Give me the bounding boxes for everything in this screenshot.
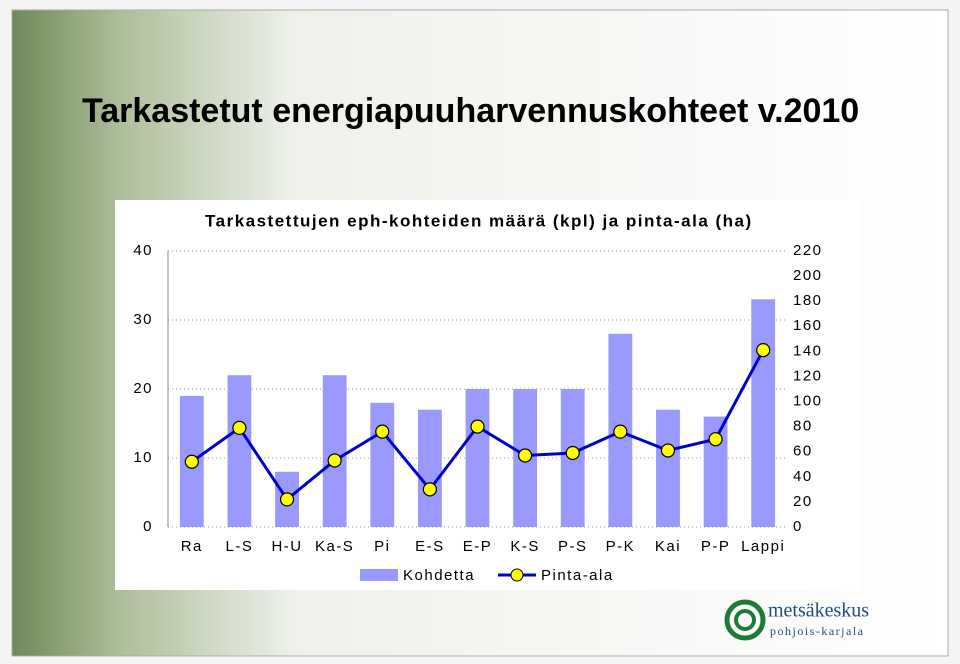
bar bbox=[322, 375, 347, 527]
x-tick-label: Kai bbox=[655, 538, 681, 555]
x-tick-label: P-S bbox=[558, 538, 588, 555]
marker bbox=[708, 432, 723, 447]
marker bbox=[470, 419, 485, 434]
logo: metsäkeskus pohjois-karjala bbox=[724, 599, 869, 641]
y2-tick-label: 100 bbox=[793, 393, 823, 410]
x-tick-label: K-S bbox=[510, 538, 540, 555]
legend-label: Kohdetta bbox=[403, 567, 475, 584]
marker bbox=[565, 445, 580, 461]
marker bbox=[422, 482, 437, 497]
y2-tick-label: 20 bbox=[793, 493, 813, 510]
marker bbox=[327, 453, 342, 468]
y2-tick-label: 200 bbox=[793, 267, 823, 284]
x-tick-label: E-P bbox=[463, 538, 493, 555]
y2-tick-label: 160 bbox=[793, 317, 823, 334]
y-tick-label: 20 bbox=[133, 380, 153, 397]
x-tick-label: E-S bbox=[415, 538, 445, 555]
x-tick-label: Pi bbox=[374, 538, 390, 555]
marker bbox=[613, 424, 628, 439]
y-tick-label: 0 bbox=[143, 518, 153, 535]
logo-ring bbox=[724, 599, 766, 641]
bar bbox=[656, 409, 680, 527]
y-tick-label: 30 bbox=[133, 311, 153, 328]
y2-tick-label: 80 bbox=[793, 418, 813, 435]
marker bbox=[375, 424, 390, 439]
x-tick-label: Lappi bbox=[741, 538, 785, 555]
y-tick-label: 10 bbox=[133, 449, 153, 466]
legend-label: Pinta-ala bbox=[541, 567, 614, 584]
x-tick-label: P-K bbox=[606, 538, 636, 555]
slide-title: Tarkastetut energiapuuharvennuskohteet v… bbox=[82, 92, 859, 130]
y2-tick-label: 60 bbox=[793, 443, 813, 460]
legend-swatch bbox=[510, 568, 524, 582]
x-tick-label: H-U bbox=[271, 538, 302, 555]
marker bbox=[184, 454, 199, 469]
marker bbox=[279, 492, 295, 507]
bar bbox=[417, 409, 442, 527]
marker bbox=[232, 420, 247, 435]
y2-tick-label: 180 bbox=[793, 292, 823, 309]
chart-title: Tarkastettujen eph-kohteiden määrä (kpl)… bbox=[205, 211, 753, 230]
bar bbox=[227, 375, 252, 527]
bar bbox=[465, 389, 490, 527]
logo-name: metsäkeskus bbox=[768, 600, 869, 622]
bar bbox=[751, 299, 776, 527]
y2-tick-label: 120 bbox=[793, 367, 823, 384]
legend-swatch bbox=[360, 569, 398, 581]
logo-ring bbox=[734, 609, 756, 631]
x-tick-label: Ka-S bbox=[315, 538, 354, 555]
marker bbox=[756, 343, 771, 358]
y2-tick-label: 220 bbox=[793, 242, 823, 259]
y2-tick-label: 40 bbox=[793, 468, 813, 485]
x-tick-label: P-P bbox=[701, 538, 731, 555]
marker bbox=[660, 443, 676, 458]
y-tick-label: 40 bbox=[133, 242, 153, 259]
x-tick-label: L-S bbox=[226, 538, 254, 555]
y2-tick-label: 0 bbox=[793, 518, 803, 535]
bar bbox=[370, 402, 395, 527]
x-tick-label: Ra bbox=[181, 538, 203, 555]
marker bbox=[518, 448, 533, 463]
logo-region: pohjois-karjala bbox=[770, 624, 864, 638]
y2-tick-label: 140 bbox=[793, 342, 823, 359]
bar bbox=[703, 416, 728, 527]
